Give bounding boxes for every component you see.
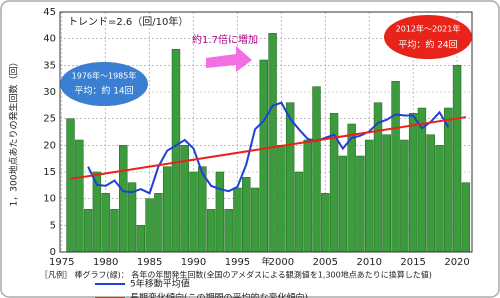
- x-axis-label: 年: [261, 256, 270, 268]
- bar: [365, 139, 374, 253]
- late-period: 2012年～2021年: [396, 24, 461, 34]
- early-period: 1976年～1985年: [72, 71, 137, 81]
- bar: [382, 134, 391, 253]
- bar: [408, 113, 418, 253]
- early-average: 平均：約 14回: [74, 85, 133, 97]
- x-tick-label: 2005: [313, 257, 338, 268]
- bar: [189, 171, 198, 253]
- bar: [338, 155, 348, 253]
- bar: [198, 166, 207, 253]
- y-tick-label: 45: [43, 7, 56, 18]
- x-tick-label: 2000: [269, 257, 294, 268]
- increase-note: 約1.7倍に増加: [192, 33, 258, 46]
- bar: [259, 59, 269, 253]
- line-series: [70, 116, 467, 180]
- bar: [444, 107, 453, 253]
- bar: [312, 86, 321, 253]
- bar: [461, 182, 471, 253]
- early-ellipse: [60, 62, 148, 106]
- legend-bar: ［凡例］ 棒グラフ(緑)： 各年の年間発生回数(全国のアメダスによる観測値を1,…: [40, 270, 432, 280]
- x-tick-label: 1990: [181, 257, 206, 268]
- bar: [268, 33, 277, 253]
- y-tick-label: 25: [43, 114, 56, 125]
- increase-arrow: [206, 46, 252, 72]
- x-tick-label: 1975: [49, 257, 74, 268]
- x-tick-label: 1985: [137, 257, 162, 268]
- bar: [347, 123, 356, 253]
- late-ellipse: [384, 15, 472, 59]
- x-tick-label: 2015: [400, 257, 425, 268]
- line-series: [87, 101, 450, 195]
- y-axis-label: 1，300地点あたりの発生回数（回）: [8, 58, 20, 207]
- bar: [250, 187, 260, 253]
- bar: [75, 139, 84, 253]
- bar: [119, 145, 128, 253]
- y-tick-label: 20: [43, 140, 56, 151]
- late-average: 平均：約 24回: [398, 39, 457, 51]
- bar: [426, 134, 435, 253]
- y-tick-label: 10: [43, 194, 56, 205]
- bar: [356, 155, 365, 253]
- bar: [171, 49, 181, 253]
- x-tick-label: 2010: [356, 257, 381, 268]
- bar: [145, 198, 154, 253]
- legend-label: 5年移動平均値: [130, 278, 190, 290]
- y-tick-label: 15: [43, 167, 56, 178]
- x-tick-label: 1980: [93, 257, 118, 268]
- bar: [321, 193, 330, 253]
- bar: [400, 139, 409, 253]
- bar: [83, 209, 93, 253]
- bar: [215, 171, 225, 253]
- bar: [285, 102, 295, 253]
- bar: [277, 145, 286, 253]
- bar: [391, 81, 400, 253]
- bar: [294, 171, 304, 253]
- trend-note: トレンド=2.6（回/10年）: [68, 15, 188, 28]
- bar: [242, 177, 251, 253]
- bar: [154, 193, 163, 253]
- x-tick-label: 2020: [444, 257, 469, 268]
- bar: [224, 209, 233, 253]
- y-tick-label: 0: [50, 247, 56, 258]
- bar: [206, 209, 216, 253]
- bar: [110, 209, 119, 253]
- plot-frame: [59, 11, 473, 253]
- y-tick-label: 40: [43, 34, 56, 45]
- y-tick-label: 35: [43, 60, 56, 71]
- bar: [435, 145, 444, 253]
- y-tick-label: 30: [43, 87, 56, 98]
- bar: [101, 193, 110, 253]
- bar: [417, 107, 427, 253]
- x-tick-label: 1995: [225, 257, 250, 268]
- bar: [452, 65, 462, 253]
- bar: [303, 139, 312, 253]
- legend-label: 長期変化傾向(この期間の平均的な変化傾向): [130, 292, 308, 298]
- bar: [66, 118, 75, 253]
- bar: [233, 187, 242, 253]
- bar: [136, 225, 146, 253]
- bar: [162, 166, 172, 253]
- y-tick-label: 5: [50, 220, 56, 231]
